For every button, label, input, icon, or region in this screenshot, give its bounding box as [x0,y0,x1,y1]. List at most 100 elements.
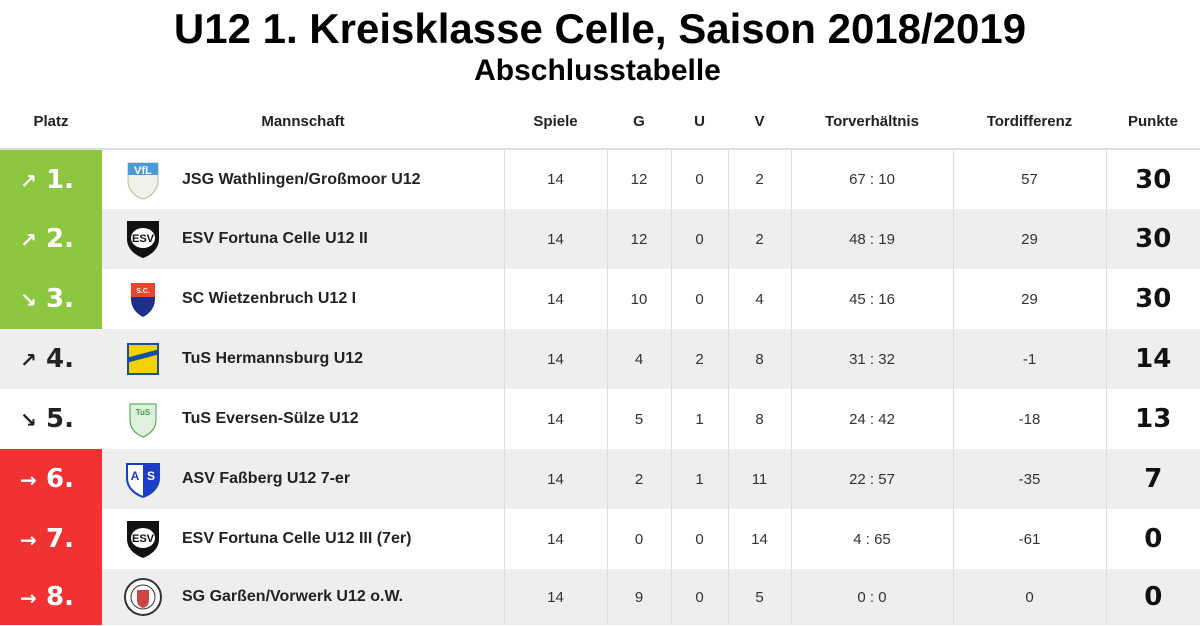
losses: 2 [727,149,791,209]
team-cell: S.C. SC Wietzenbruch U12 I [102,269,504,329]
goals: 4 : 65 [790,509,953,569]
team-name[interactable]: ESV Fortuna Celle U12 II [182,230,368,247]
wins: 9 [606,569,671,625]
goal-difference: -35 [952,449,1106,509]
points: 14 [1105,329,1200,389]
draws: 0 [670,149,728,209]
team-name[interactable]: ESV Fortuna Celle U12 III (7er) [182,530,412,547]
team-name[interactable]: TuS Hermannsburg U12 [182,350,364,367]
header-punkte: Punkte [1106,95,1200,150]
svg-text:A: A [131,469,140,483]
wins: 12 [606,209,671,269]
rank-cell: → 8. [0,569,102,625]
goal-difference: 0 [952,569,1106,625]
points: 7 [1105,449,1200,509]
header-v: V [728,95,791,150]
rank: 6. [46,464,74,494]
games-played: 14 [503,149,607,209]
goal-difference: -61 [952,509,1106,569]
vfl-crest-icon: VfL [122,159,164,201]
draws: 2 [670,329,728,389]
trend-arrow-icon: ↘ [20,408,37,432]
wins: 2 [606,449,671,509]
draws: 0 [670,569,728,625]
games-played: 14 [503,389,607,449]
wins: 12 [606,149,671,209]
tus-green-crest-icon: TuS [122,398,164,440]
draws: 0 [670,269,728,329]
games-played: 14 [503,269,607,329]
points: 30 [1105,269,1200,329]
team-name[interactable]: SG Garßen/Vorwerk U12 o.W. [182,588,404,605]
page-title: U12 1. Kreisklasse Celle, Saison 2018/20… [173,5,1027,52]
team-cell: ESV ESV Fortuna Celle U12 II [102,209,504,269]
sc-crest-icon: S.C. [122,278,164,320]
table-row: ↗ 4. TuS Hermannsburg U12 14 4 2 8 31 : 3… [0,329,1200,389]
svg-text:VfL: VfL [134,165,152,177]
rank: 3. [46,284,74,314]
games-played: 14 [503,569,607,625]
header-torverhaeltnis: Torverhältnis [791,95,953,150]
games-played: 14 [503,329,607,389]
rank-cell: ↗ 2. [0,209,102,269]
trend-arrow-icon: → [20,586,37,610]
table-row: → 8. SG Garßen/Vorwerk U12 o.W. 14 9 0 5 … [0,569,1200,625]
games-played: 14 [503,209,607,269]
goal-difference: 29 [952,209,1106,269]
goals: 31 : 32 [790,329,953,389]
svg-text:ESV: ESV [132,533,155,545]
team-cell: TuS Hermannsburg U12 [102,329,504,389]
rank-cell: → 7. [0,509,102,569]
trend-arrow-icon: ↘ [20,288,37,312]
goals: 22 : 57 [790,449,953,509]
svg-text:S.C.: S.C. [136,288,150,295]
trend-arrow-icon: → [20,528,37,552]
rank: 7. [46,524,74,554]
points: 30 [1105,209,1200,269]
goal-difference: -18 [952,389,1106,449]
team-cell: A S ASV Faßberg U12 7-er [102,449,504,509]
draws: 1 [670,449,728,509]
rank-cell: → 6. [0,449,102,509]
rank: 2. [46,224,74,254]
games-played: 14 [503,509,607,569]
losses: 2 [727,209,791,269]
draws: 0 [670,209,728,269]
trend-arrow-icon: → [20,468,37,492]
trend-arrow-icon: ↗ [20,168,37,193]
svg-text:S: S [147,469,155,483]
goals: 45 : 16 [790,269,953,329]
points: 0 [1105,509,1200,569]
team-name[interactable]: SC Wietzenbruch U12 I [182,290,357,307]
team-name[interactable]: JSG Wathlingen/Großmoor U12 [182,170,421,188]
table-row: → 7. ESV ESV Fortuna Celle U12 III (7er) 1… [0,509,1200,569]
goal-difference: -1 [952,329,1106,389]
table-row: ↗ 1. VfL JSG Wathlingen/Großmoor U12 14 12… [0,149,1200,209]
losses: 11 [727,449,791,509]
page-subtitle: Abschlusstabelle [474,54,721,87]
header-spiele: Spiele [504,95,607,150]
goals: 67 : 10 [790,149,953,209]
esv-crest-icon: ESV [122,518,164,560]
team-name[interactable]: TuS Eversen-Sülze U12 [182,410,359,427]
rank-cell: ↗ 4. [0,329,102,389]
rank-cell: ↗ 1. [0,149,102,209]
team-cell: VfL JSG Wathlingen/Großmoor U12 [102,149,504,209]
goal-difference: 29 [952,269,1106,329]
goals: 48 : 19 [790,209,953,269]
draws: 1 [670,389,728,449]
team-name[interactable]: ASV Faßberg U12 7-er [182,470,351,487]
rank-cell: ↘ 3. [0,269,102,329]
rank: 1. [46,164,74,195]
losses: 4 [727,269,791,329]
svg-text:TuS: TuS [136,408,151,417]
table-row: ↗ 2. ESV ESV Fortuna Celle U12 II 14 12 0 … [0,209,1200,269]
points: 30 [1105,149,1200,209]
table-row: ↘ 5. TuS TuS Eversen-Sülze U12 14 5 1 8 24… [0,389,1200,449]
header-mannschaft: Mannschaft [102,95,504,150]
losses: 8 [727,389,791,449]
wins: 4 [606,329,671,389]
rank: 8. [46,582,74,612]
table-row: → 6. A S ASV Faßberg U12 7-er 14 2 1 11 22 … [0,449,1200,509]
